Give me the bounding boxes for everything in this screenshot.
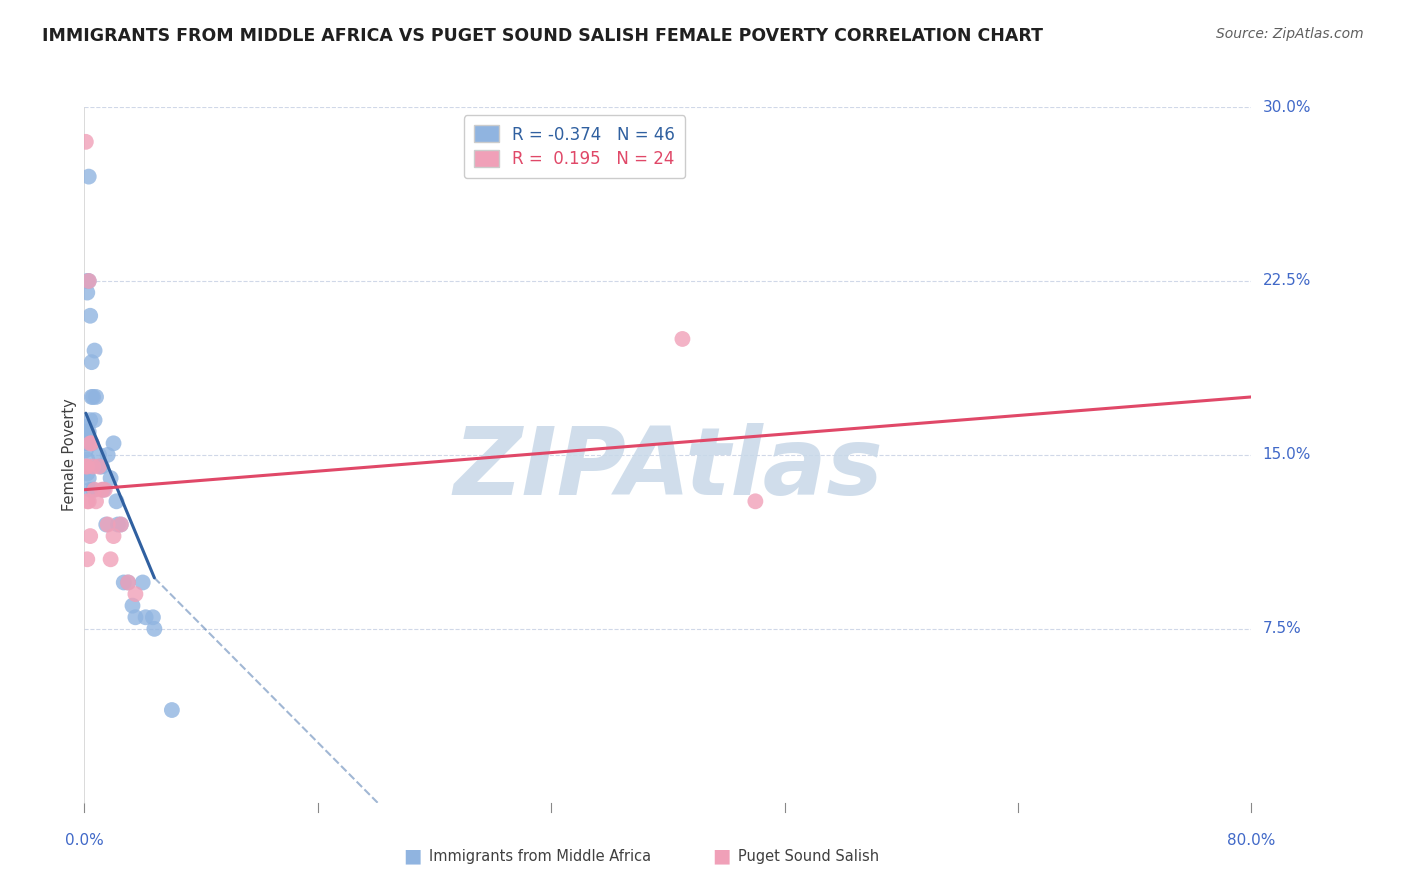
- Point: [103, 436, 125, 450]
- Point: [124, 610, 146, 624]
- Point: [110, 517, 132, 532]
- Point: [75, 135, 97, 149]
- Point: [107, 517, 129, 532]
- Point: [100, 552, 122, 566]
- Point: [77, 274, 100, 288]
- Point: [76, 436, 98, 450]
- Point: [94, 483, 117, 497]
- Point: [105, 494, 128, 508]
- Text: 30.0%: 30.0%: [1263, 100, 1310, 114]
- Point: [75, 443, 97, 458]
- Text: ■: ■: [404, 847, 422, 866]
- Point: [87, 448, 110, 462]
- Point: [112, 575, 135, 590]
- Point: [75, 429, 97, 443]
- Point: [100, 471, 122, 485]
- Point: [90, 483, 112, 497]
- Point: [142, 610, 165, 624]
- Point: [80, 436, 103, 450]
- Text: 80.0%: 80.0%: [1227, 833, 1275, 848]
- Text: ZIPAtlas: ZIPAtlas: [453, 423, 883, 515]
- Point: [121, 599, 143, 613]
- Point: [83, 413, 105, 427]
- Point: [96, 517, 118, 532]
- Point: [84, 390, 107, 404]
- Point: [76, 452, 98, 467]
- Point: [89, 459, 111, 474]
- Text: Immigrants from Middle Africa: Immigrants from Middle Africa: [429, 849, 651, 863]
- Point: [97, 448, 120, 462]
- Point: [80, 355, 103, 369]
- Point: [77, 425, 100, 439]
- Point: [77, 169, 100, 184]
- Text: IMMIGRANTS FROM MIDDLE AFRICA VS PUGET SOUND SALISH FEMALE POVERTY CORRELATION C: IMMIGRANTS FROM MIDDLE AFRICA VS PUGET S…: [42, 27, 1043, 45]
- Point: [117, 575, 139, 590]
- Point: [76, 494, 98, 508]
- Point: [143, 622, 166, 636]
- Point: [79, 529, 101, 543]
- Text: Source: ZipAtlas.com: Source: ZipAtlas.com: [1216, 27, 1364, 41]
- Point: [744, 494, 766, 508]
- Point: [132, 575, 155, 590]
- Point: [110, 517, 132, 532]
- Text: 22.5%: 22.5%: [1263, 274, 1310, 288]
- Text: ■: ■: [713, 847, 731, 866]
- Point: [83, 483, 105, 497]
- Point: [135, 610, 157, 624]
- Point: [76, 274, 98, 288]
- Point: [160, 703, 183, 717]
- Point: [83, 343, 105, 358]
- Point: [84, 494, 107, 508]
- Point: [75, 436, 97, 450]
- Text: Puget Sound Salish: Puget Sound Salish: [738, 849, 879, 863]
- Point: [77, 274, 100, 288]
- Point: [75, 459, 97, 474]
- Point: [90, 459, 112, 474]
- Legend: R = -0.374   N = 46, R =  0.195   N = 24: R = -0.374 N = 46, R = 0.195 N = 24: [464, 115, 685, 178]
- Point: [77, 494, 100, 508]
- Text: 0.0%: 0.0%: [65, 833, 104, 848]
- Point: [103, 529, 125, 543]
- Point: [76, 285, 98, 300]
- Text: 7.5%: 7.5%: [1263, 622, 1301, 636]
- Point: [82, 390, 104, 404]
- Point: [80, 390, 103, 404]
- Text: 15.0%: 15.0%: [1263, 448, 1310, 462]
- Point: [117, 575, 139, 590]
- Point: [82, 483, 104, 497]
- Point: [80, 436, 103, 450]
- Point: [76, 467, 98, 481]
- Point: [79, 309, 101, 323]
- Point: [75, 425, 97, 439]
- Point: [79, 483, 101, 497]
- Point: [87, 459, 110, 474]
- Point: [124, 587, 146, 601]
- Point: [79, 436, 101, 450]
- Point: [91, 483, 114, 497]
- Point: [75, 420, 97, 434]
- Point: [97, 517, 120, 532]
- Point: [671, 332, 693, 346]
- Point: [79, 413, 101, 427]
- Point: [76, 459, 98, 474]
- Point: [76, 552, 98, 566]
- Point: [77, 471, 100, 485]
- Point: [76, 425, 98, 439]
- Y-axis label: Female Poverty: Female Poverty: [62, 399, 77, 511]
- Point: [82, 459, 104, 474]
